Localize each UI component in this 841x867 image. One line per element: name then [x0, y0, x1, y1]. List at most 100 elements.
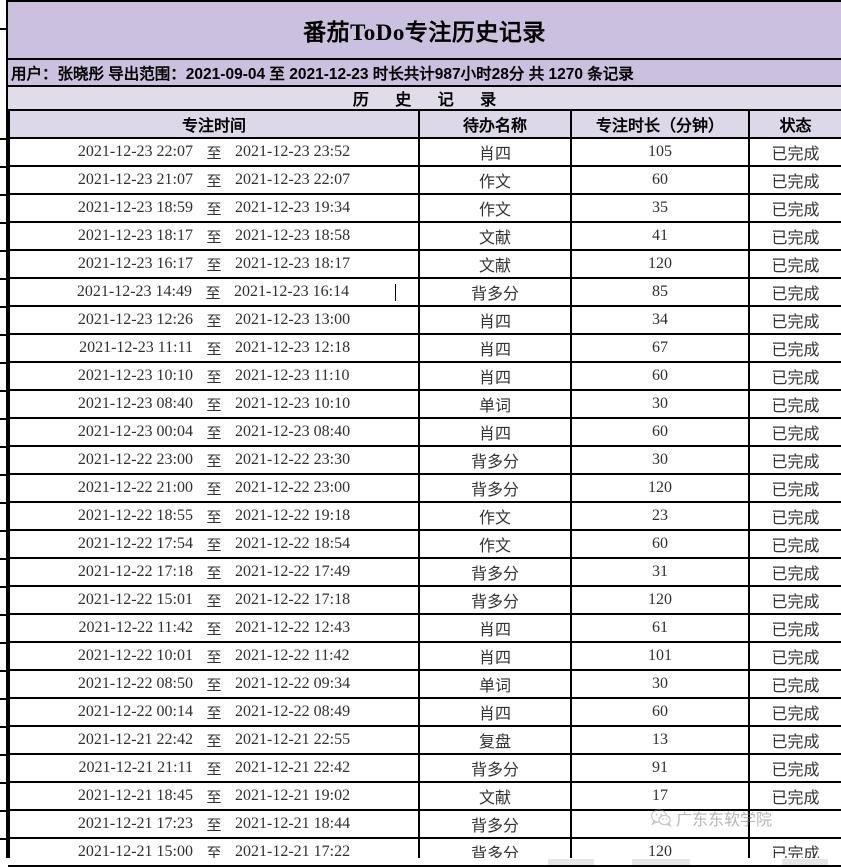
table-row[interactable]: 2021-12-21 22:42 至 2021-12-21 22:55 复盘 13 已完成	[8, 725, 841, 755]
cell-status[interactable]: 已完成	[748, 193, 841, 223]
cell-focus-minutes[interactable]: 85	[570, 277, 750, 307]
table-row[interactable]: 2021-12-22 00:14 至 2021-12-22 08:49 肖四 60 已完成	[8, 697, 841, 727]
cell-status[interactable]: 已完成	[748, 725, 841, 755]
cell-focus-time[interactable]: 2021-12-21 18:45 至 2021-12-21 19:02	[8, 781, 420, 811]
table-row[interactable]: 2021-12-22 23:00 至 2021-12-22 23:30 背多分 30 已完…	[8, 445, 841, 475]
cell-focus-minutes[interactable]: 30	[570, 445, 750, 475]
table-row[interactable]: 2021-12-21 21:11 至 2021-12-21 22:42 背多分 91 已完…	[8, 753, 841, 783]
table-row[interactable]: 2021-12-22 21:00 至 2021-12-22 23:00 背多分 120 已…	[8, 473, 841, 503]
cell-task-name[interactable]: 肖四	[418, 613, 572, 643]
cell-task-name[interactable]: 背多分	[418, 809, 572, 839]
table-row[interactable]: 2021-12-22 17:18 至 2021-12-22 17:49 背多分 31 已完…	[8, 557, 841, 587]
cell-task-name[interactable]: 背多分	[418, 445, 572, 475]
cell-status[interactable]: 已完成	[748, 445, 841, 475]
cell-focus-time[interactable]: 2021-12-21 22:42 至 2021-12-21 22:55	[8, 725, 420, 755]
cell-focus-time[interactable]: 2021-12-23 12:26 至 2021-12-23 13:00	[8, 305, 420, 335]
cell-focus-time[interactable]: 2021-12-22 23:00 至 2021-12-22 23:30	[8, 445, 420, 475]
cell-focus-time[interactable]: 2021-12-23 10:10 至 2021-12-23 11:10	[8, 361, 420, 391]
cell-task-name[interactable]: 单词	[418, 669, 572, 699]
column-header-focus-duration[interactable]: 专注时长（分钟）	[570, 111, 750, 139]
cell-focus-minutes[interactable]: 13	[570, 725, 750, 755]
cell-status[interactable]: 已完成	[748, 417, 841, 447]
table-row[interactable]: 2021-12-23 14:49 至 2021-12-23 16:14 背多分 85 已完…	[8, 277, 841, 307]
cell-status[interactable]: 已完成	[748, 277, 841, 307]
cell-task-name[interactable]: 文献	[418, 781, 572, 811]
cell-status[interactable]: 已完成	[748, 137, 841, 167]
cell-task-name[interactable]: 背多分	[418, 557, 572, 587]
cell-focus-minutes[interactable]: 67	[570, 333, 750, 363]
cell-focus-time[interactable]: 2021-12-23 22:07 至 2021-12-23 23:52	[8, 137, 420, 167]
cell-focus-minutes[interactable]: 120	[570, 249, 750, 279]
cell-status[interactable]: 已完成	[748, 641, 841, 671]
cell-focus-time[interactable]: 2021-12-22 17:18 至 2021-12-22 17:49	[8, 557, 420, 587]
cell-focus-minutes[interactable]: 60	[570, 529, 750, 559]
table-row[interactable]: 2021-12-22 10:01 至 2021-12-22 11:42 肖四 101 已完…	[8, 641, 841, 671]
cell-status[interactable]: 已完成	[748, 529, 841, 559]
cell-task-name[interactable]: 复盘	[418, 725, 572, 755]
table-row[interactable]: 2021-12-23 08:40 至 2021-12-23 10:10 单词 30 已完成	[8, 389, 841, 419]
cell-task-name[interactable]: 文献	[418, 249, 572, 279]
cell-focus-minutes[interactable]: 35	[570, 193, 750, 223]
cell-task-name[interactable]: 肖四	[418, 417, 572, 447]
cell-focus-time[interactable]: 2021-12-21 21:11 至 2021-12-21 22:42	[8, 753, 420, 783]
cell-focus-minutes[interactable]	[570, 809, 750, 839]
cell-status[interactable]: 已完成	[748, 501, 841, 531]
cell-focus-minutes[interactable]: 60	[570, 165, 750, 195]
table-row[interactable]: 2021-12-22 08:50 至 2021-12-22 09:34 单词 30 已完成	[8, 669, 841, 699]
table-row[interactable]: 2021-12-23 16:17 至 2021-12-23 18:17 文献 120 已完…	[8, 249, 841, 279]
cell-status[interactable]: 已完成	[748, 557, 841, 587]
table-row[interactable]: 2021-12-21 17:23 至 2021-12-21 18:44 背多分	[8, 809, 841, 839]
cell-focus-minutes[interactable]: 120	[570, 585, 750, 615]
table-row[interactable]: 2021-12-21 18:45 至 2021-12-21 19:02 文献 17 已完成	[8, 781, 841, 811]
cell-focus-minutes[interactable]: 31	[570, 557, 750, 587]
table-row[interactable]: 2021-12-23 22:07 至 2021-12-23 23:52 肖四 105 已完…	[8, 137, 841, 167]
cell-task-name[interactable]: 肖四	[418, 137, 572, 167]
cell-status[interactable]: 已完成	[748, 669, 841, 699]
cell-focus-minutes[interactable]: 61	[570, 613, 750, 643]
cell-focus-time[interactable]: 2021-12-23 18:17 至 2021-12-23 18:58	[8, 221, 420, 251]
table-row[interactable]: 2021-12-22 11:42 至 2021-12-22 12:43 肖四 61 已完成	[8, 613, 841, 643]
cell-focus-time[interactable]: 2021-12-23 14:49 至 2021-12-23 16:14	[8, 277, 420, 307]
cell-focus-time[interactable]: 2021-12-23 00:04 至 2021-12-23 08:40	[8, 417, 420, 447]
cell-task-name[interactable]: 背多分	[418, 753, 572, 783]
table-row[interactable]: 2021-12-23 12:26 至 2021-12-23 13:00 肖四 34 已完成	[8, 305, 841, 335]
table-row[interactable]: 2021-12-22 15:01 至 2021-12-22 17:18 背多分 120 已…	[8, 585, 841, 615]
cell-status[interactable]: 已完成	[748, 361, 841, 391]
cell-focus-time[interactable]: 2021-12-21 17:23 至 2021-12-21 18:44	[8, 809, 420, 839]
cell-focus-minutes[interactable]: 41	[570, 221, 750, 251]
cell-focus-time[interactable]: 2021-12-23 21:07 至 2021-12-23 22:07	[8, 165, 420, 195]
cell-status[interactable]: 已完成	[748, 781, 841, 811]
table-row[interactable]: 2021-12-23 00:04 至 2021-12-23 08:40 肖四 60 已完成	[8, 417, 841, 447]
cell-focus-minutes[interactable]: 91	[570, 753, 750, 783]
table-row[interactable]: 2021-12-23 18:59 至 2021-12-23 19:34 作文 35 已完成	[8, 193, 841, 223]
cell-focus-minutes[interactable]: 105	[570, 137, 750, 167]
cell-status[interactable]: 已完成	[748, 753, 841, 783]
column-header-status[interactable]: 状态	[748, 111, 841, 139]
cell-focus-minutes[interactable]: 17	[570, 781, 750, 811]
cell-focus-time[interactable]: 2021-12-22 08:50 至 2021-12-22 09:34	[8, 669, 420, 699]
cell-task-name[interactable]: 肖四	[418, 305, 572, 335]
cell-focus-minutes[interactable]: 60	[570, 417, 750, 447]
cell-focus-time[interactable]: 2021-12-22 17:54 至 2021-12-22 18:54	[8, 529, 420, 559]
cell-task-name[interactable]: 作文	[418, 193, 572, 223]
cell-task-name[interactable]: 背多分	[418, 277, 572, 307]
cell-focus-minutes[interactable]: 120	[570, 473, 750, 503]
cell-task-name[interactable]: 单词	[418, 389, 572, 419]
cell-status[interactable]	[748, 809, 841, 839]
cell-task-name[interactable]: 作文	[418, 529, 572, 559]
cell-focus-time[interactable]: 2021-12-23 11:11 至 2021-12-23 12:18	[8, 333, 420, 363]
table-row[interactable]: 2021-12-23 18:17 至 2021-12-23 18:58 文献 41 已完成	[8, 221, 841, 251]
cell-status[interactable]: 已完成	[748, 305, 841, 335]
cell-focus-time[interactable]: 2021-12-23 18:59 至 2021-12-23 19:34	[8, 193, 420, 223]
table-row[interactable]: 2021-12-22 18:55 至 2021-12-22 19:18 作文 23 已完成	[8, 501, 841, 531]
cell-status[interactable]: 已完成	[748, 585, 841, 615]
cell-task-name[interactable]: 肖四	[418, 697, 572, 727]
cell-task-name[interactable]: 背多分	[418, 473, 572, 503]
cell-focus-minutes[interactable]: 30	[570, 389, 750, 419]
cell-focus-minutes[interactable]: 23	[570, 501, 750, 531]
cell-status[interactable]: 已完成	[748, 389, 841, 419]
cell-status[interactable]: 已完成	[748, 697, 841, 727]
table-row[interactable]: 2021-12-22 17:54 至 2021-12-22 18:54 作文 60 已完成	[8, 529, 841, 559]
cell-status[interactable]: 已完成	[748, 165, 841, 195]
cell-task-name[interactable]: 肖四	[418, 361, 572, 391]
